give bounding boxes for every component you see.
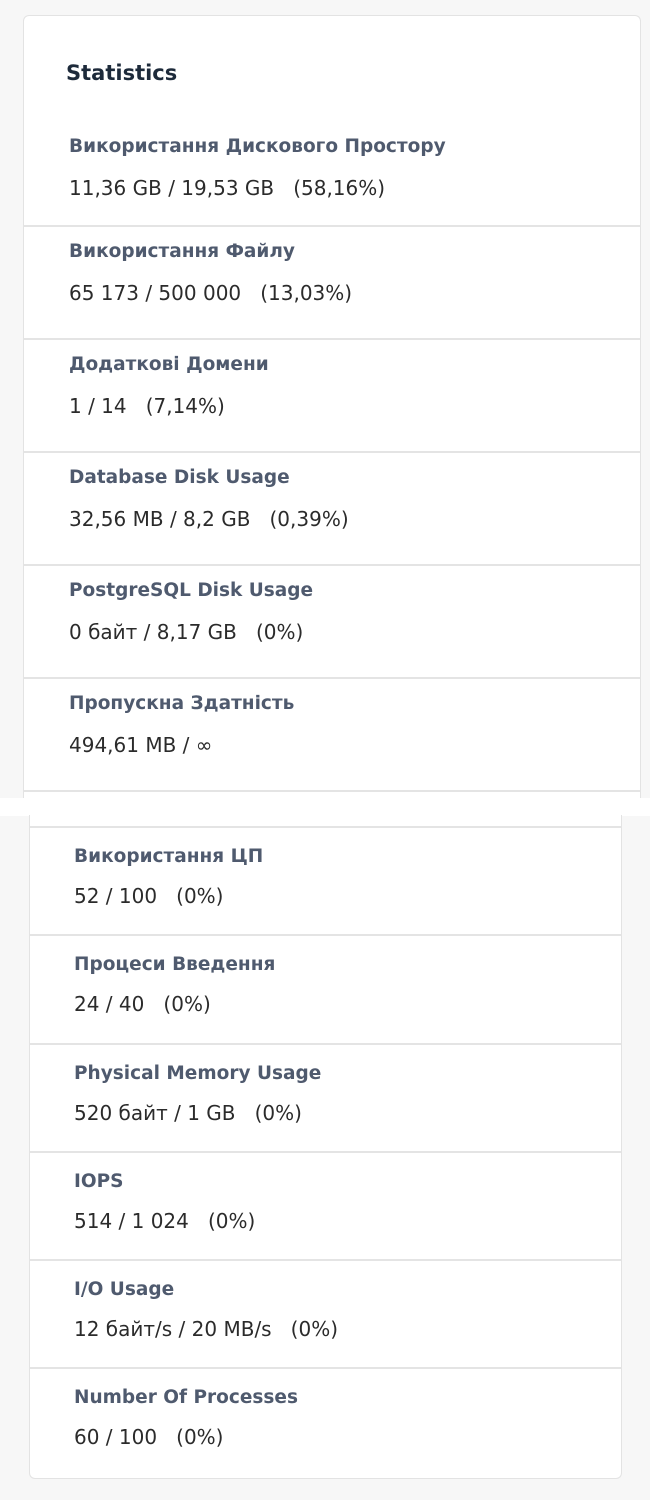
stat-value: 11,36 GB / 19,53 GB (58,16%) [69, 176, 386, 200]
stat-label: Використання Файлу [69, 241, 295, 262]
divider [24, 790, 640, 810]
stat-item-cpu-usage: Використання ЦП 52 / 100 (0%) [30, 826, 621, 934]
stat-value: 520 байт / 1 GB (0%) [74, 1101, 302, 1125]
stat-value: 24 / 40 (0%) [74, 992, 211, 1016]
panel-title: Statistics [66, 61, 178, 85]
stat-item-physical-memory: Physical Memory Usage 520 байт / 1 GB (0… [30, 1043, 621, 1151]
stat-label: Пропускна Здатність [69, 693, 295, 714]
stat-label: Використання Дискового Простору [69, 136, 446, 157]
stat-value: 32,56 MB / 8,2 GB (0,39%) [69, 507, 349, 531]
statistics-panel: Statistics Використання Дискового Просто… [23, 15, 641, 800]
stat-value: 0 байт / 8,17 GB (0%) [69, 620, 304, 644]
stat-item-io-usage: I/O Usage 12 байт/s / 20 MB/s (0%) [30, 1259, 621, 1367]
stat-item-database-disk-usage: Database Disk Usage 32,56 MB / 8,2 GB (0… [24, 451, 640, 564]
stat-label: Database Disk Usage [69, 467, 290, 488]
stat-label: Physical Memory Usage [74, 1063, 322, 1084]
stat-label: PostgreSQL Disk Usage [69, 580, 314, 601]
stat-value: 494,61 MB / ∞ [69, 733, 213, 757]
stat-item-entry-processes: Процеси Введення 24 / 40 (0%) [30, 934, 621, 1043]
stat-value: 12 байт/s / 20 MB/s (0%) [74, 1317, 339, 1341]
stat-label: Процеси Введення [74, 954, 276, 975]
stat-item-addon-domains: Додаткові Домени 1 / 14 (7,14%) [24, 338, 640, 451]
screenshot-seam [0, 798, 650, 816]
statistics-panel-continued: Використання ЦП 52 / 100 (0%) Процеси Вв… [29, 815, 622, 1479]
stat-value: 52 / 100 (0%) [74, 884, 224, 908]
stat-value: 1 / 14 (7,14%) [69, 394, 225, 418]
stat-item-file-usage: Використання Файлу 65 173 / 500 000 (13,… [24, 225, 640, 338]
stat-item-postgresql-disk-usage: PostgreSQL Disk Usage 0 байт / 8,17 GB (… [24, 564, 640, 677]
stat-value: 65 173 / 500 000 (13,03%) [69, 281, 353, 305]
stat-label: Number Of Processes [74, 1387, 298, 1408]
stat-item-disk-usage: Використання Дискового Простору 11,36 GB… [24, 124, 640, 226]
stat-value: 60 / 100 (0%) [74, 1425, 224, 1449]
stat-label: I/O Usage [74, 1279, 175, 1300]
stat-label: IOPS [74, 1171, 124, 1192]
stat-item-bandwidth: Пропускна Здатність 494,61 MB / ∞ [24, 677, 640, 790]
stat-item-number-of-processes: Number Of Processes 60 / 100 (0%) [30, 1367, 621, 1477]
stat-item-iops: IOPS 514 / 1 024 (0%) [30, 1151, 621, 1259]
stat-label: Використання ЦП [74, 846, 264, 867]
stat-label: Додаткові Домени [69, 354, 269, 375]
stat-value: 514 / 1 024 (0%) [74, 1209, 256, 1233]
